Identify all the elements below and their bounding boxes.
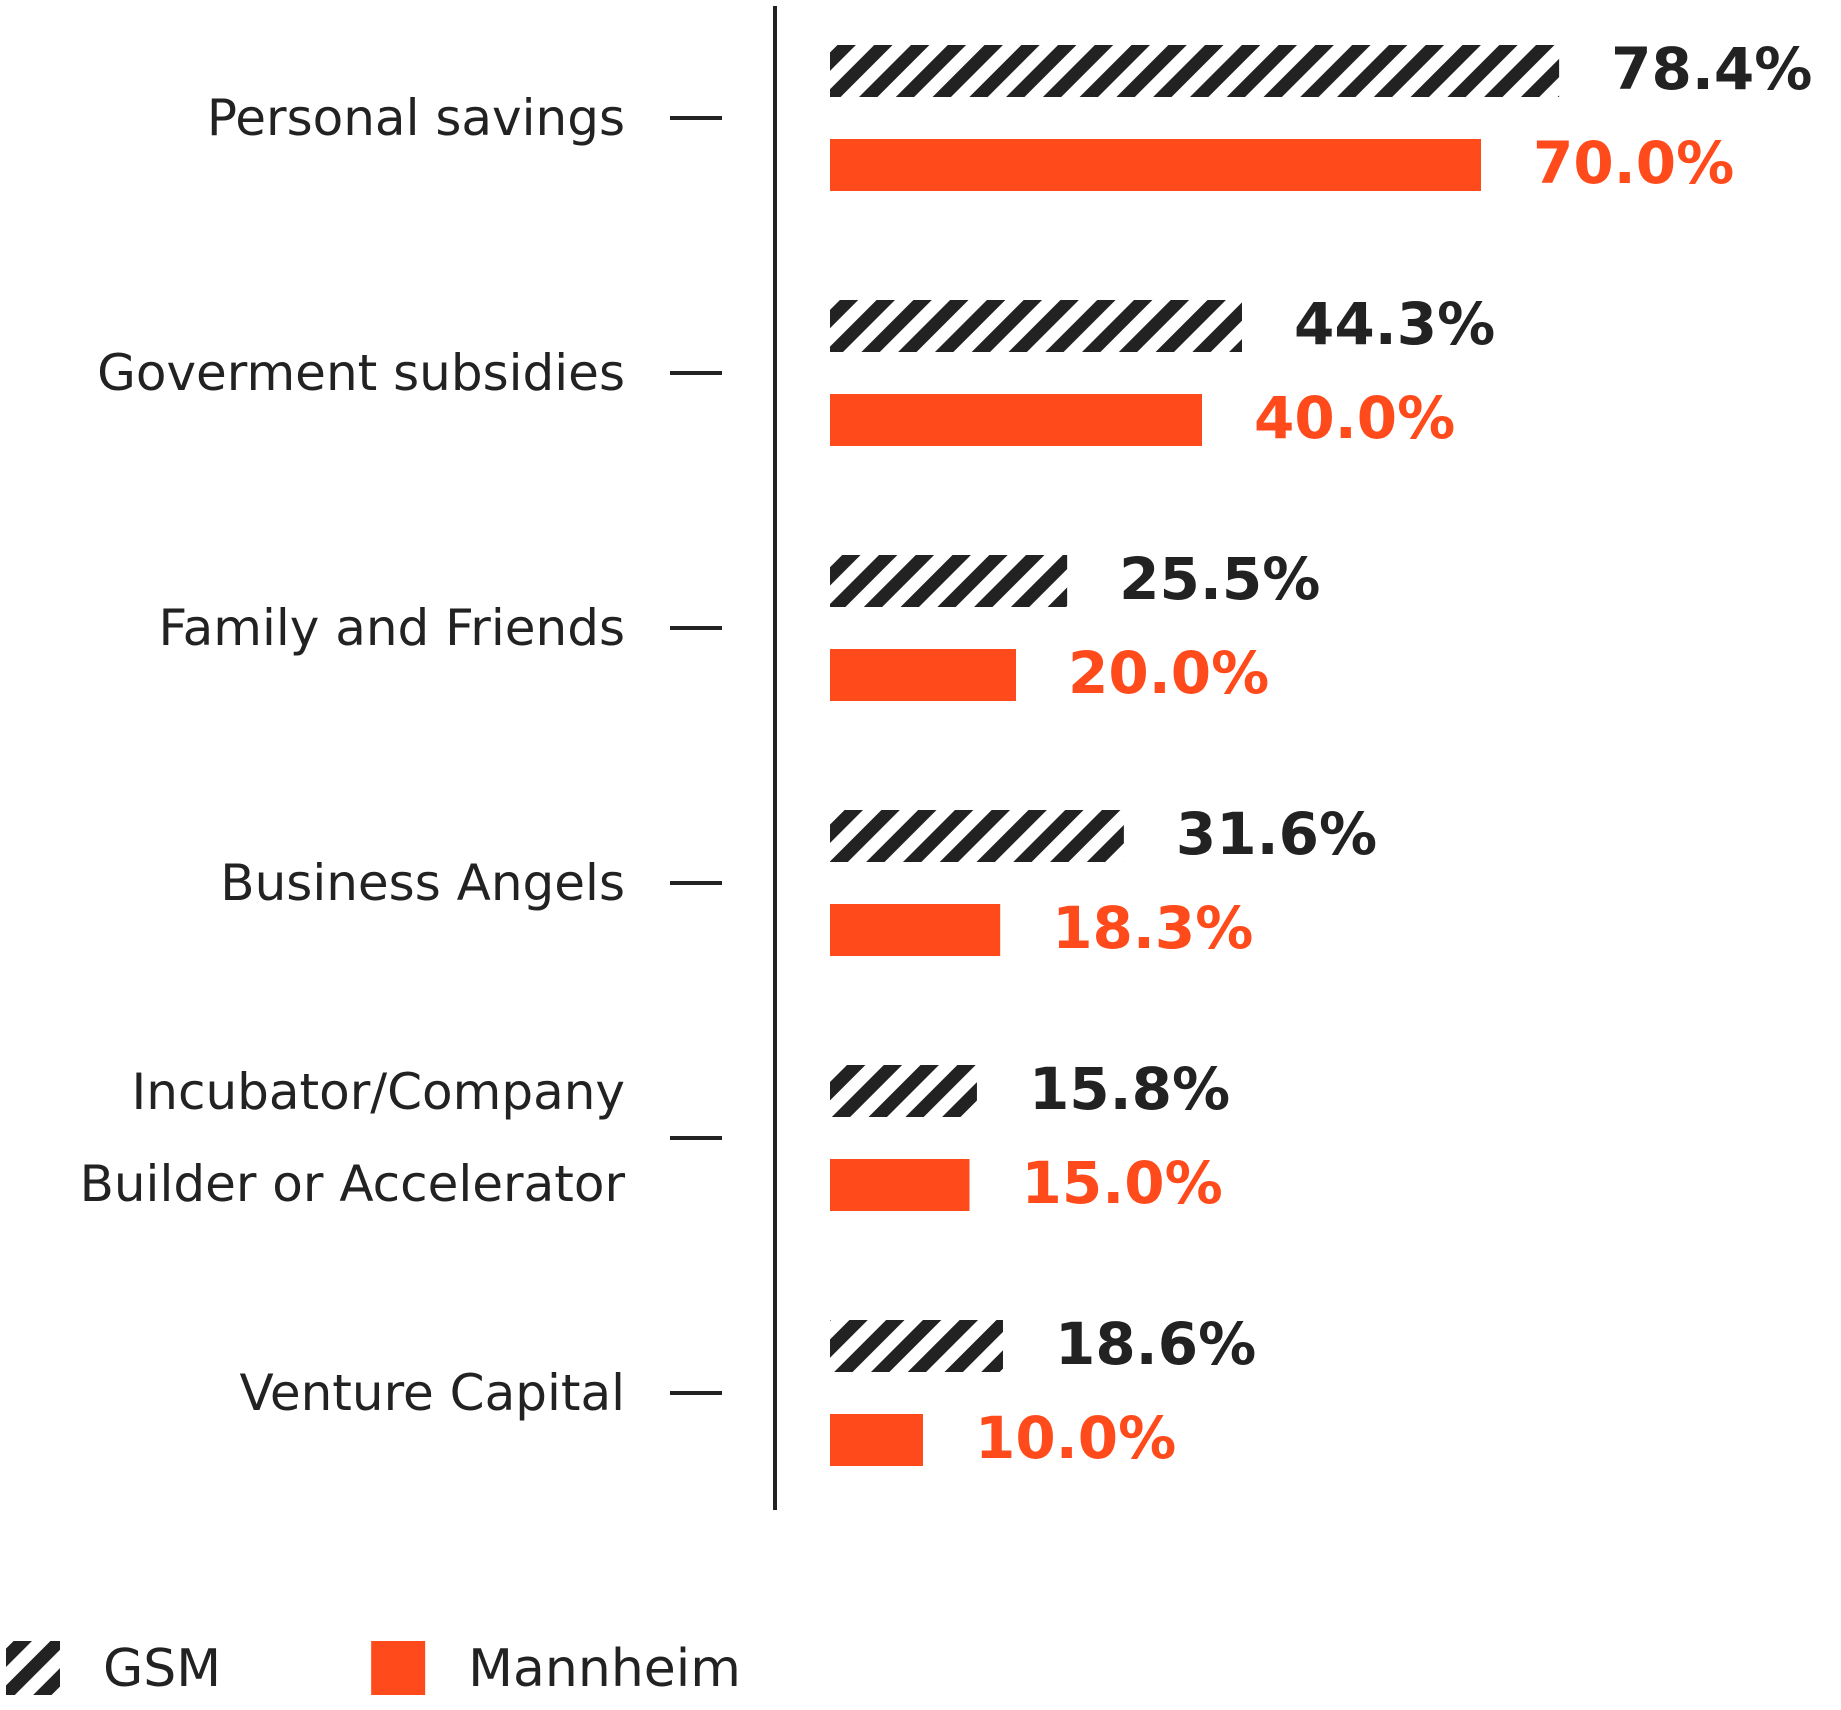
bar	[830, 45, 1560, 97]
bar	[830, 1414, 923, 1466]
bar	[830, 810, 1124, 862]
bar	[830, 555, 1068, 607]
bar	[830, 139, 1481, 191]
bar	[830, 1320, 1003, 1372]
category-label: Family and Friends	[158, 598, 625, 657]
category-label: Incubator/Company Builder or Accelerator	[79, 1062, 625, 1214]
category-label: Venture Capital	[239, 1363, 626, 1422]
bar	[830, 1159, 970, 1211]
bar	[830, 649, 1016, 701]
category-label: Goverment subsidies	[97, 343, 625, 402]
legend-label: Mannheim	[468, 1639, 741, 1699]
legend-swatch	[371, 1641, 426, 1695]
value-label: 44.3%	[1294, 290, 1495, 358]
bar	[830, 394, 1202, 446]
legend-label: GSM	[103, 1639, 221, 1699]
value-label: 10.0%	[975, 1404, 1176, 1472]
value-label: 25.5%	[1119, 545, 1320, 613]
bar	[830, 300, 1242, 352]
value-label: 18.3%	[1052, 894, 1253, 962]
value-label: 40.0%	[1254, 384, 1455, 452]
category-label: Personal savings	[206, 88, 625, 147]
value-label: 70.0%	[1533, 129, 1734, 197]
value-label: 15.8%	[1029, 1055, 1230, 1123]
value-label: 15.0%	[1022, 1149, 1223, 1217]
value-label: 78.4%	[1611, 35, 1812, 103]
category-label: Business Angels	[220, 853, 625, 912]
bar	[830, 1065, 977, 1117]
value-label: 20.0%	[1068, 639, 1269, 707]
legend-swatch	[6, 1641, 60, 1695]
bar	[830, 904, 1001, 956]
value-label: 18.6%	[1055, 1310, 1256, 1378]
value-label: 31.6%	[1176, 800, 1377, 868]
